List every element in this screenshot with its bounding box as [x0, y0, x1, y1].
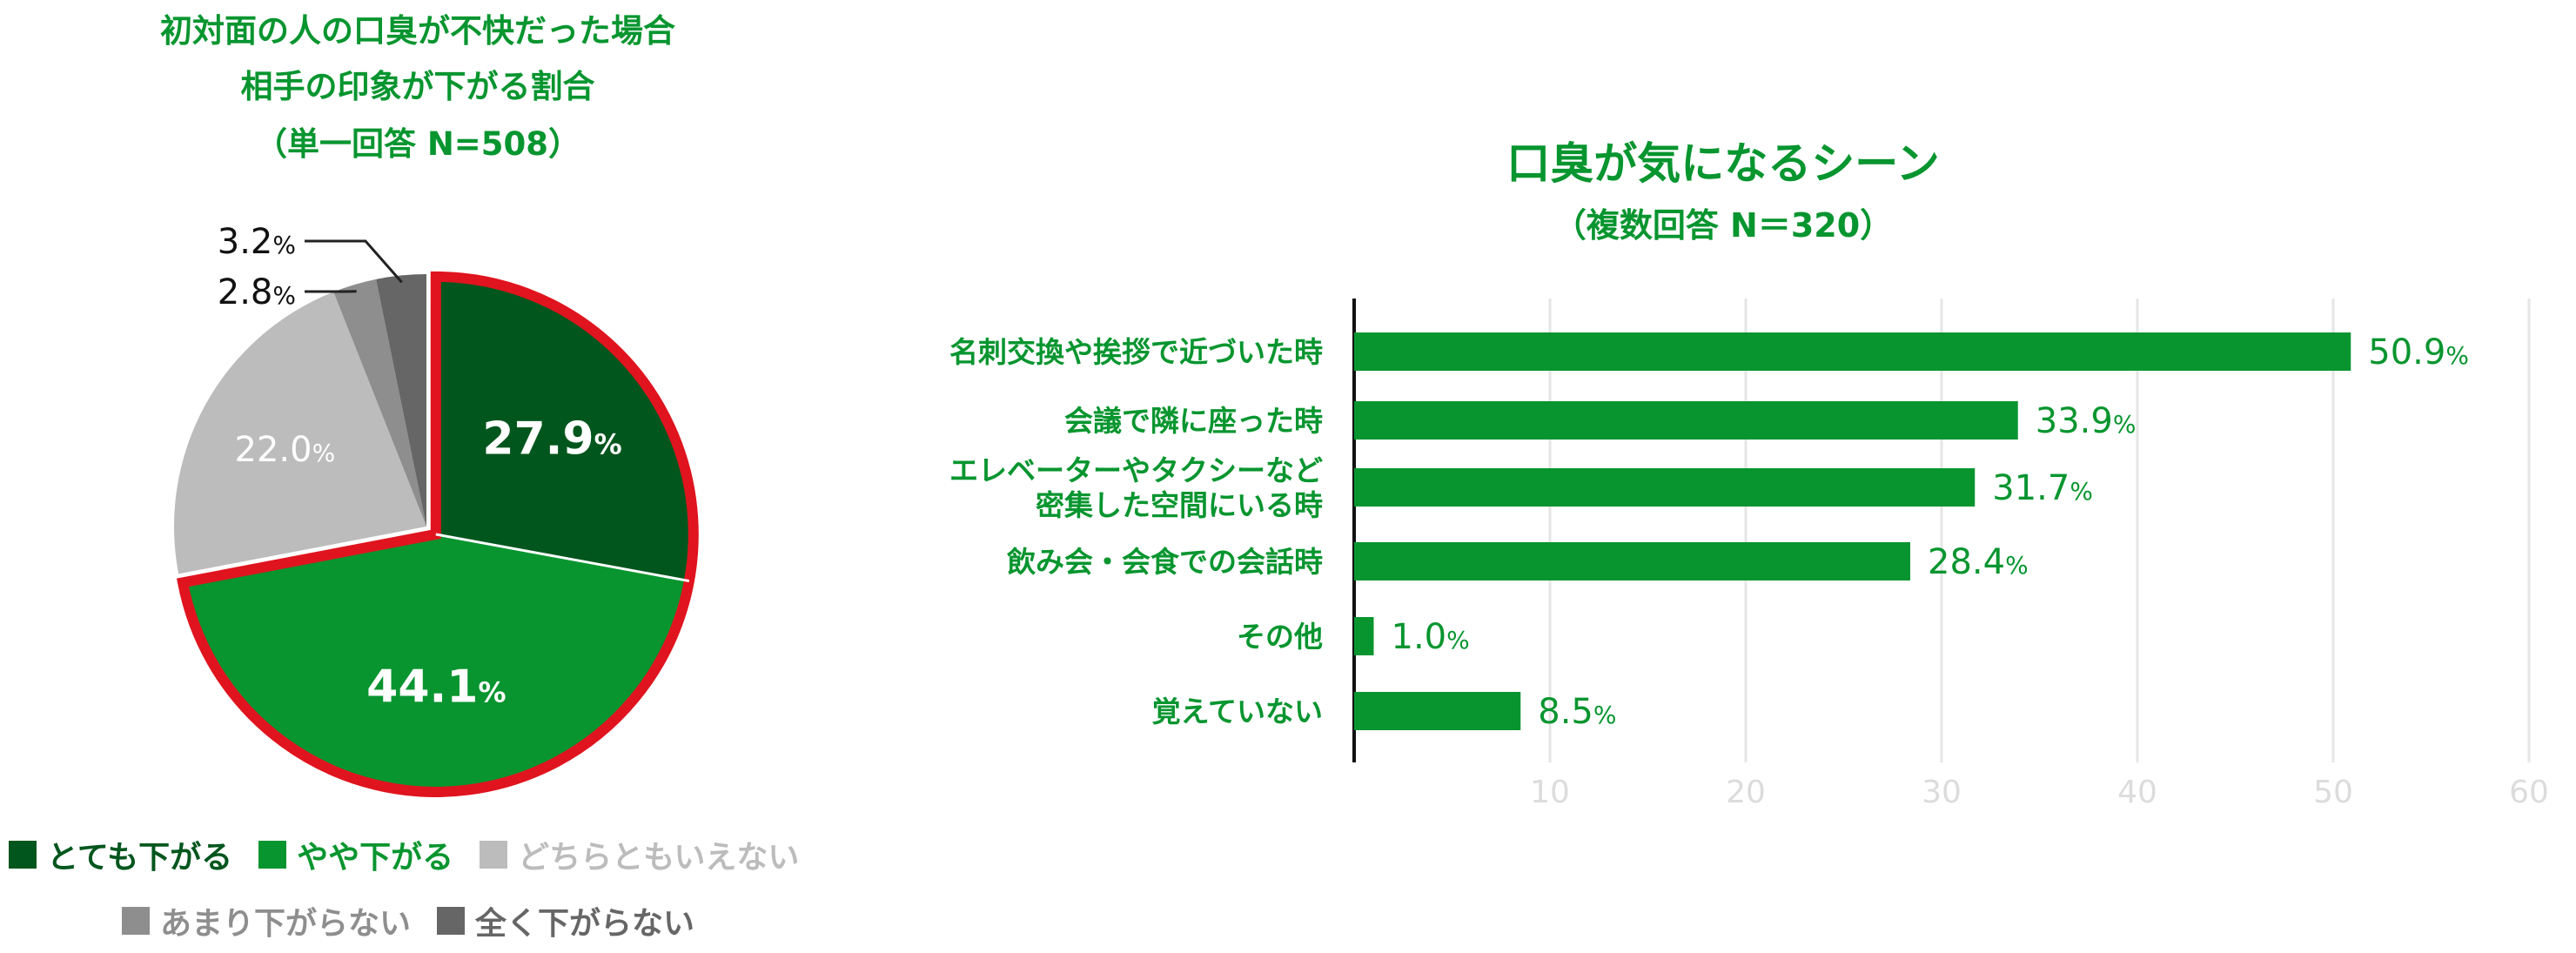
pie-title-line: 初対面の人の口臭が不快だった場合: [160, 12, 675, 50]
x-tick-label: 10: [1530, 775, 1570, 810]
legend-item: あまり下がらない: [122, 898, 411, 943]
legend-swatch: [480, 841, 507, 869]
pie-value-number: 27.9: [482, 413, 594, 465]
bar-value-unit: %: [1593, 701, 1617, 729]
bar-value-number: 28.4: [1928, 542, 2005, 582]
x-tick-label: 50: [2313, 775, 2353, 810]
x-tick-label: 30: [1922, 775, 1962, 810]
legend-item: どちらともいえない: [480, 832, 799, 877]
legend-swatch: [437, 907, 465, 935]
bar-subtitle: （複数回答 N＝320）: [1553, 206, 1893, 245]
bar-category-label: 飲み会・会食での会話時: [1007, 545, 1323, 579]
bar-value-unit: %: [1446, 626, 1470, 654]
pie-title-line: （単一回答 N=508）: [255, 125, 580, 163]
bar-value-label: 31.7%: [1992, 468, 2093, 508]
x-tick-label: 40: [2117, 775, 2157, 810]
pie-value-unit: %: [272, 281, 296, 310]
legend-item: やや下がる: [258, 832, 453, 877]
legend-swatch: [9, 841, 37, 869]
pie-value-number: 3.2: [218, 222, 273, 262]
pie-value-number: 44.1: [366, 661, 478, 714]
pie-outer-value-label: 3.2%: [218, 222, 296, 262]
legend-row: あまり下がらない 全く下がらない: [122, 898, 721, 943]
bar-value-label: 1.0%: [1392, 617, 1470, 657]
bar-title: 口臭が気になるシーン: [1506, 138, 1940, 189]
bar-category-label: 会議で隣に座った時: [1064, 404, 1323, 438]
bar-value-number: 8.5: [1538, 692, 1593, 732]
pie-title-line: 相手の印象が下がる割合: [241, 68, 595, 105]
bar-4: [1354, 617, 1374, 655]
bar-category-label: 密集した空間にいる時: [1036, 488, 1323, 522]
bar-1: [1354, 401, 2018, 440]
bar-value-unit: %: [2445, 341, 2469, 370]
bar-value-label: 8.5%: [1538, 692, 1616, 732]
legend-label: どちらともいえない: [518, 832, 799, 877]
bar-value-unit: %: [2070, 477, 2093, 506]
legend-label: 全く下がらない: [475, 898, 694, 943]
bar-chart: 口臭が気になるシーン （複数回答 N＝320） 名刺交換や挨拶で近づいた時会議で隣…: [870, 0, 2576, 950]
bar-category-label: その他: [1237, 620, 1323, 654]
bar-value-label: 28.4%: [1928, 542, 2029, 582]
bar-category-label: エレベーターやタクシーなど: [949, 453, 1323, 487]
legend-label: あまり下がらない: [160, 898, 411, 943]
legend-label: やや下がる: [297, 832, 453, 877]
pie-value-unit: %: [272, 231, 296, 259]
x-tick-label: 60: [2509, 775, 2549, 810]
pie-chart-panel: 初対面の人の口臭が不快だった場合相手の印象が下がる割合（単一回答 N=508） …: [0, 0, 870, 950]
bar-3: [1354, 542, 1910, 581]
legend-row: とても下がる やや下がる どちらともいえない: [9, 832, 825, 877]
x-tick-label: 20: [1726, 775, 1766, 810]
bar-2: [1354, 468, 1975, 507]
bar-value-number: 1.0: [1392, 617, 1447, 657]
bar-0: [1354, 332, 2351, 371]
bar-5: [1354, 692, 1520, 730]
bar-value-unit: %: [2005, 551, 2029, 580]
pie-value-unit: %: [478, 676, 506, 709]
bar-value-label: 33.9%: [2036, 401, 2137, 441]
bar-value-label: 50.9%: [2368, 332, 2469, 372]
pie-value-number: 22.0: [235, 430, 312, 470]
bar-category-label: 覚えていない: [1152, 695, 1323, 728]
pie-outer-value-label: 2.8%: [218, 272, 296, 312]
bar-value-number: 33.9: [2036, 401, 2113, 441]
legend-item: とても下がる: [9, 832, 232, 877]
legend-item: 全く下がらない: [437, 898, 694, 943]
bar-value-number: 50.9: [2368, 332, 2445, 372]
pie-value-unit: %: [594, 427, 622, 460]
legend-swatch: [122, 907, 150, 935]
pie-value-unit: %: [312, 439, 336, 467]
bar-category-label: 名刺交換や挨拶で近づいた時: [949, 335, 1323, 369]
pie-value-number: 2.8: [218, 272, 273, 312]
bar-chart-panel: 口臭が気になるシーン （複数回答 N＝320） 名刺交換や挨拶で近づいた時会議で隣…: [870, 0, 2576, 950]
bar-value-unit: %: [2113, 410, 2137, 439]
legend-label: とても下がる: [47, 832, 232, 877]
bar-value-number: 31.7: [1992, 468, 2070, 508]
pie-leader-line: [305, 241, 402, 282]
legend-swatch: [258, 841, 286, 869]
